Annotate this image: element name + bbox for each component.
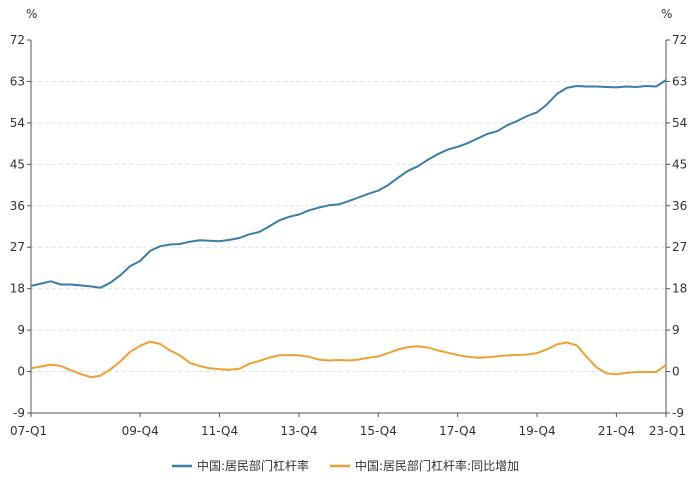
legend: 中国:居民部门杠杆率 中国:居民部门杠杆率:同比增加 xyxy=(172,458,519,473)
x-ticks: 07-Q1 09-Q4 11-Q4 13-Q4 15-Q4 17-Q4 19-Q4 21-Q4… xyxy=(10,413,686,438)
y-tick-label-left: 45 xyxy=(10,157,25,171)
x-tick-label: 09-Q4 xyxy=(122,424,159,438)
y-tick-label-right: 18 xyxy=(672,282,687,296)
x-tick-label: 13-Q4 xyxy=(280,424,317,438)
y-tick-label-left: 54 xyxy=(10,116,25,130)
y-tick-label-right: 27 xyxy=(672,240,687,254)
x-tick-label: 21-Q4 xyxy=(598,424,635,438)
y-tick-label-right: 36 xyxy=(672,199,687,213)
y-tick-label-left: 27 xyxy=(10,240,25,254)
x-tick-label: 23-Q1 xyxy=(649,424,686,438)
x-tick-label: 07-Q1 xyxy=(10,424,47,438)
y-tick-label-left: -9 xyxy=(13,406,25,420)
y-tick-label-left: 18 xyxy=(10,282,25,296)
y-tick-label-left: 0 xyxy=(17,365,25,379)
y-tick-label-right: 54 xyxy=(672,116,687,130)
y-tick-label-right: 45 xyxy=(672,157,687,171)
right-y-ticks: 72 63 54 45 36 27 18 9 0 -9 xyxy=(666,33,687,420)
series-lines xyxy=(30,79,667,379)
legend-label-series-1: 中国:居民部门杠杆率 xyxy=(197,458,309,473)
y-tick-label-right: 63 xyxy=(672,74,687,88)
right-unit-label: % xyxy=(661,7,672,21)
x-tick-label: 15-Q4 xyxy=(360,424,397,438)
series-line-2 xyxy=(30,340,667,379)
y-tick-label-left: 72 xyxy=(10,33,25,47)
left-unit-label: % xyxy=(26,7,37,21)
x-tick-label: 11-Q4 xyxy=(201,424,238,438)
y-tick-label-right: 9 xyxy=(672,323,680,337)
y-tick-label-left: 9 xyxy=(17,323,25,337)
y-tick-label-left: 63 xyxy=(10,74,25,88)
axes xyxy=(30,40,667,414)
left-y-ticks: 72 63 54 45 36 27 18 9 0 -9 xyxy=(10,33,31,420)
grid-lines xyxy=(31,80,666,373)
y-tick-label-left: 36 xyxy=(10,199,25,213)
x-tick-label: 17-Q4 xyxy=(439,424,476,438)
y-tick-label-right: 0 xyxy=(672,365,680,379)
y-tick-label-right: 72 xyxy=(672,33,687,47)
y-tick-label-right: -9 xyxy=(672,406,684,420)
series-line-1 xyxy=(30,79,667,289)
x-tick-label: 19-Q4 xyxy=(518,424,555,438)
legend-label-series-2: 中国:居民部门杠杆率:同比增加 xyxy=(355,458,519,473)
